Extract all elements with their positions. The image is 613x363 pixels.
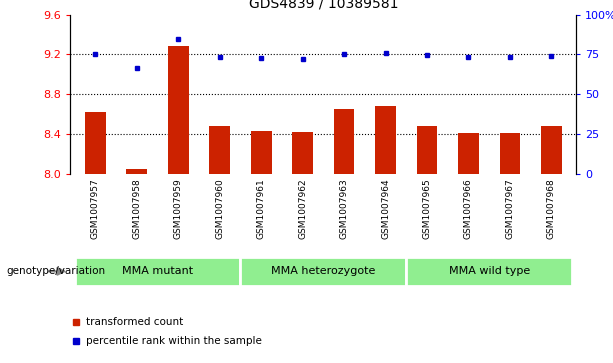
Bar bbox=[251, 131, 272, 174]
FancyBboxPatch shape bbox=[406, 257, 572, 286]
FancyBboxPatch shape bbox=[240, 257, 406, 286]
FancyBboxPatch shape bbox=[75, 257, 240, 286]
Text: genotype/variation: genotype/variation bbox=[6, 266, 105, 276]
Bar bbox=[500, 133, 520, 174]
Text: GSM1007967: GSM1007967 bbox=[505, 178, 514, 239]
Text: MMA mutant: MMA mutant bbox=[122, 266, 193, 276]
Text: GSM1007962: GSM1007962 bbox=[298, 178, 307, 239]
Text: MMA wild type: MMA wild type bbox=[449, 266, 530, 276]
Text: GSM1007964: GSM1007964 bbox=[381, 178, 390, 239]
Text: GSM1007963: GSM1007963 bbox=[340, 178, 349, 239]
Bar bbox=[126, 169, 147, 174]
Text: transformed count: transformed count bbox=[86, 317, 183, 327]
Text: GSM1007960: GSM1007960 bbox=[215, 178, 224, 239]
Bar bbox=[541, 126, 562, 174]
Bar bbox=[210, 126, 230, 174]
Text: GSM1007957: GSM1007957 bbox=[91, 178, 100, 239]
Text: MMA heterozygote: MMA heterozygote bbox=[271, 266, 376, 276]
Text: GSM1007968: GSM1007968 bbox=[547, 178, 556, 239]
Text: GSM1007966: GSM1007966 bbox=[464, 178, 473, 239]
Bar bbox=[375, 106, 396, 174]
Bar bbox=[292, 132, 313, 174]
Text: GSM1007961: GSM1007961 bbox=[257, 178, 265, 239]
Text: GSM1007958: GSM1007958 bbox=[132, 178, 142, 239]
Text: percentile rank within the sample: percentile rank within the sample bbox=[86, 336, 262, 346]
Bar bbox=[85, 113, 105, 174]
Bar bbox=[417, 126, 437, 174]
Title: GDS4839 / 10389581: GDS4839 / 10389581 bbox=[249, 0, 398, 11]
Bar bbox=[333, 109, 354, 174]
Bar bbox=[168, 46, 189, 174]
Text: GSM1007965: GSM1007965 bbox=[422, 178, 432, 239]
Bar bbox=[458, 133, 479, 174]
Text: GSM1007959: GSM1007959 bbox=[173, 178, 183, 239]
